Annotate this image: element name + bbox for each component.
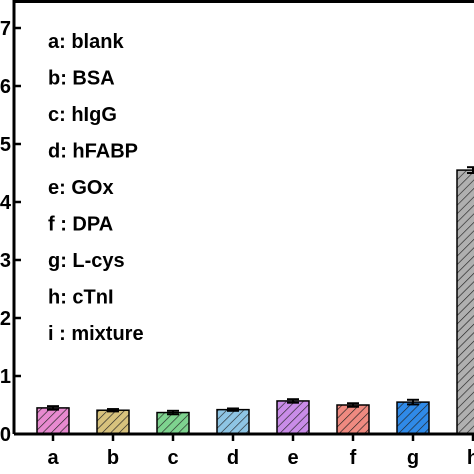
y-tick-label-1: 1 bbox=[0, 366, 11, 388]
legend-entry-c: c: hIgG bbox=[48, 104, 117, 126]
y-tick-label-0: 0 bbox=[0, 424, 11, 446]
error-bar-b bbox=[107, 408, 119, 413]
x-ticks: abcdefghi bbox=[47, 434, 474, 469]
y-ticks: 0 1 2 3 4 5 6 7 bbox=[0, 18, 21, 446]
error-bar-d bbox=[227, 407, 239, 412]
x-tick-label-b: b bbox=[107, 447, 119, 469]
y-tick-label-6: 6 bbox=[0, 76, 11, 98]
x-tick-label-f: f bbox=[350, 447, 357, 469]
bar-b bbox=[96, 409, 130, 435]
bar-c bbox=[156, 411, 190, 435]
x-tick-label-a: a bbox=[47, 447, 59, 469]
x-tick-label-d: d bbox=[227, 447, 239, 469]
y-tick-label-5: 5 bbox=[0, 134, 11, 156]
x-tick-label-e: e bbox=[287, 447, 298, 469]
legend-entry-g: g: L-cys bbox=[48, 250, 125, 272]
bar-g bbox=[396, 401, 430, 435]
legend-entry-i: i : mixture bbox=[48, 323, 144, 345]
legend: a: blank b: BSA c: hIgG d: hFABP e: GOx f : D… bbox=[48, 31, 144, 345]
legend-entry-f: f : DPA bbox=[48, 214, 113, 236]
x-tick-label-g: g bbox=[407, 447, 419, 469]
legend-entry-a: a: blank bbox=[48, 31, 124, 53]
legend-entry-h: h: cTnI bbox=[48, 287, 114, 309]
bar-f bbox=[336, 404, 370, 435]
legend-entry-e: e: GOx bbox=[48, 177, 114, 199]
error-bars bbox=[47, 166, 474, 416]
bar-h bbox=[456, 169, 474, 435]
error-bar-g bbox=[407, 398, 419, 406]
error-bar-e bbox=[287, 398, 299, 404]
axes bbox=[12, 0, 474, 436]
y-tick-label-4: 4 bbox=[0, 192, 12, 214]
error-bar-f bbox=[347, 402, 359, 408]
legend-entry-d: d: hFABP bbox=[48, 141, 138, 163]
error-bar-c bbox=[167, 409, 179, 416]
error-bar-h bbox=[467, 166, 474, 174]
bar-a bbox=[36, 407, 70, 435]
y-tick-label-2: 2 bbox=[0, 308, 11, 330]
error-bar-a bbox=[47, 405, 59, 411]
bar-e bbox=[276, 400, 310, 435]
x-tick-label-c: c bbox=[167, 447, 178, 469]
y-tick-label-7: 7 bbox=[0, 18, 11, 40]
y-tick-label-3: 3 bbox=[0, 250, 11, 272]
legend-entry-b: b: BSA bbox=[48, 68, 115, 90]
x-tick-label-h: h bbox=[467, 447, 474, 469]
bar-d bbox=[216, 408, 250, 435]
